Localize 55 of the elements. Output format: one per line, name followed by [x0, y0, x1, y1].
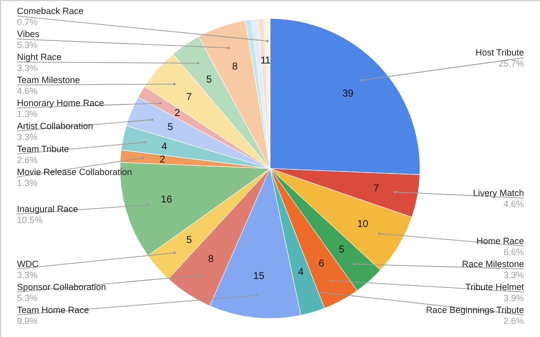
text: 2.6% [17, 155, 38, 165]
data-label: 1 [264, 56, 271, 67]
text: 3.3% [17, 270, 38, 280]
data-label: 4 [298, 267, 304, 278]
text: 4.6% [17, 86, 38, 96]
text: 3.3% [17, 63, 38, 73]
text: 4.6% [503, 199, 524, 210]
slice-label: Movie Release Collaboration [17, 167, 132, 177]
text: 3.9% [503, 293, 524, 303]
text: 10.5% [17, 215, 43, 226]
text: 0.7% [17, 17, 38, 27]
text: 25.7% [498, 58, 524, 69]
text: 1.3% [17, 178, 38, 188]
text: 5.3% [17, 40, 38, 50]
text: 3.3% [17, 132, 38, 142]
slice-label: Night Race [17, 52, 62, 62]
slice-label: Race Beginnings Tribute [426, 305, 524, 315]
data-label: 5 [167, 122, 174, 134]
data-label: 2 [174, 108, 180, 120]
text: 3.3% [503, 270, 524, 280]
data-label: 2 [160, 154, 166, 166]
data-label: 4 [162, 141, 168, 152]
slice-label: Sponsor Collaboration [17, 282, 106, 292]
slice-label: Comeback Race [17, 6, 84, 16]
slice-label: Team Tribute [17, 144, 70, 154]
data-label: 7 [373, 183, 380, 194]
slice-label: Artist Collaboration [17, 121, 94, 131]
data-label: 1 [260, 56, 267, 67]
slice-label: Race Milestone [462, 259, 524, 269]
data-label: 7 [186, 92, 192, 104]
text: 6.6% [503, 247, 524, 257]
data-label: 5 [338, 244, 345, 256]
data-label: 10 [357, 218, 369, 230]
slice-label: WDC [17, 259, 39, 269]
data-label: 16 [160, 194, 172, 206]
text: 5.3% [17, 293, 38, 303]
slice-label: Vibes [17, 29, 40, 39]
data-label: 15 [253, 270, 265, 282]
data-label: 5 [186, 234, 192, 246]
data-label: 8 [232, 61, 238, 72]
slice-label: Team Home Race [17, 305, 90, 315]
slice-label: Tribute Helmet [465, 282, 524, 292]
data-label: 6 [318, 258, 325, 270]
data-label: 5 [206, 74, 212, 86]
slice-label: Livery Match [472, 188, 524, 198]
data-label: 39 [342, 88, 354, 100]
slice-label: Inaugural Race [17, 204, 78, 214]
slice-label: Host Tribute [475, 48, 524, 58]
slice-label: Team Milestone [17, 75, 80, 85]
text: 1.3% [17, 109, 38, 119]
text: 2.6% [503, 316, 524, 326]
text: 9.9% [17, 316, 38, 326]
data-label: 8 [208, 254, 214, 265]
slice-label: Honorary Home Race [17, 98, 104, 108]
slice-label: Home Race [476, 236, 524, 246]
